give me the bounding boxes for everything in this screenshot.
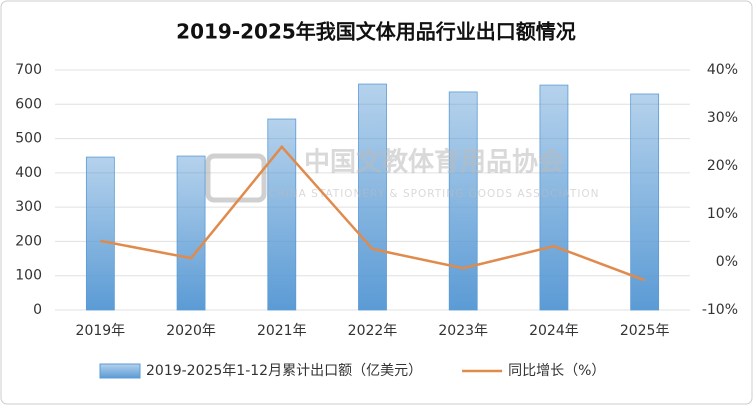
- y-tick-label: 500: [15, 131, 42, 147]
- y-tick-label: 600: [15, 96, 42, 112]
- y-tick-label: 300: [15, 199, 42, 215]
- x-tick-label: 2020年: [166, 323, 216, 339]
- watermark: 中国文教体育用品协会 CHINA STATIONERY & SPORTING G…: [205, 147, 599, 203]
- x-tick-label: 2021年: [257, 323, 307, 339]
- y-tick-label: 0: [33, 302, 42, 318]
- y-tick-label: 100: [15, 268, 42, 284]
- legend-label: 2019-2025年1-12月累计出口额（亿美元）: [146, 363, 422, 379]
- x-tick-label: 2024年: [529, 323, 579, 339]
- y2-tick-label: 20%: [707, 158, 738, 174]
- watermark-logo: [205, 153, 267, 203]
- legend-label: 同比增长（%）: [508, 363, 605, 379]
- x-tick-label: 2025年: [620, 323, 670, 339]
- legend-swatch: [99, 363, 141, 379]
- y2-tick-label: 0%: [716, 254, 738, 270]
- y-tick-label: 700: [15, 62, 42, 78]
- bar: [539, 84, 569, 311]
- watermark-subtitle: CHINA STATIONERY & SPORTING GOODS ASSOCI…: [268, 188, 599, 200]
- y-tick-label: 200: [15, 233, 42, 249]
- x-tick-label: 2023年: [438, 323, 488, 339]
- x-tick-label: 2022年: [348, 323, 398, 339]
- y2-tick-label: 40%: [707, 62, 738, 78]
- y2-tick-label: 10%: [707, 206, 738, 222]
- x-tick-label: 2019年: [76, 323, 126, 339]
- bar: [267, 118, 297, 311]
- watermark-title: 中国文教体育用品协会: [304, 147, 564, 178]
- bar: [448, 91, 478, 311]
- y2-tick-label: -10%: [702, 302, 738, 318]
- bar: [358, 83, 387, 311]
- bar: [630, 93, 660, 311]
- bar: [176, 155, 206, 311]
- y2-tick-label: 30%: [707, 110, 738, 126]
- y-tick-label: 400: [15, 165, 42, 181]
- line: [100, 144, 646, 282]
- bar: [85, 156, 115, 311]
- chart-title: 2019-2025年我国文体用品行业出口额情况: [176, 20, 576, 44]
